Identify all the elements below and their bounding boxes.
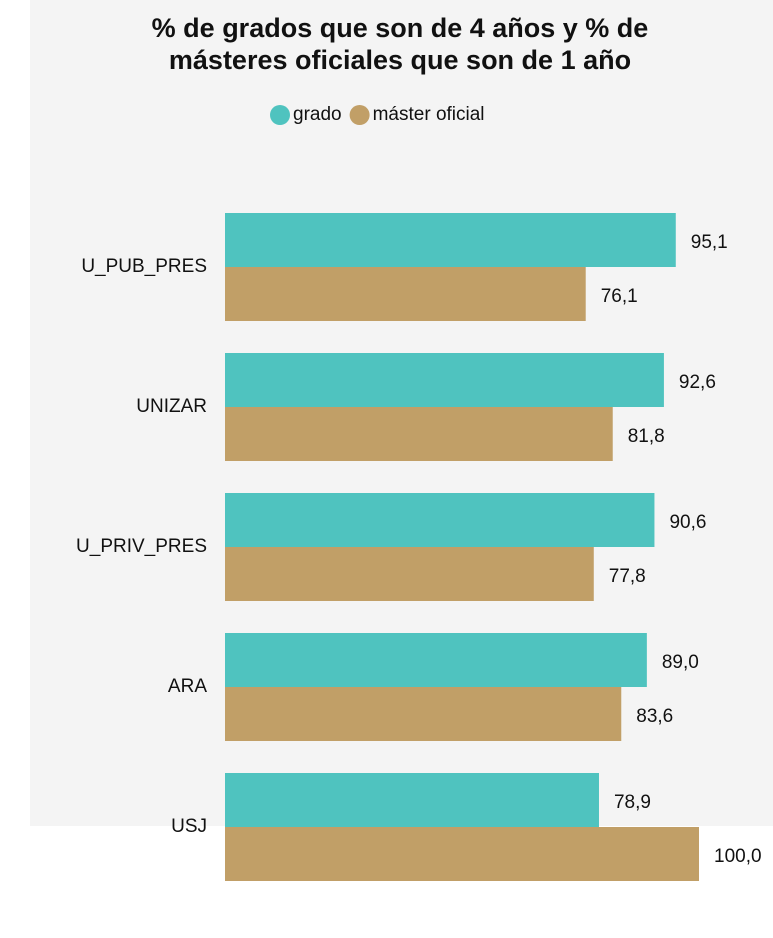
y-tick-label: UNIZAR [136,396,207,417]
data-label: 83,6 [636,706,673,727]
bar [225,493,655,547]
data-label: 81,8 [628,426,665,447]
bar [225,213,676,267]
data-label: 90,6 [669,512,706,533]
bar [225,267,586,321]
data-label: 92,6 [679,372,716,393]
data-label: 78,9 [614,792,651,813]
y-tick-label: U_PUB_PRES [81,256,207,277]
bar [225,353,664,407]
legend-label: máster oficial [373,104,485,125]
bar [225,827,699,881]
y-tick-label: USJ [171,816,207,837]
bar [225,687,622,741]
bar [225,633,647,687]
data-label: 89,0 [662,652,699,673]
bar [225,547,594,601]
legend-swatch [349,105,370,125]
chart-title: % de grados que son de 4 años y % de [152,13,649,43]
data-label: 77,8 [609,566,646,587]
bar [225,407,613,461]
chart-title: másteres oficiales que son de 1 año [169,45,631,75]
y-tick-label: U_PRIV_PRES [76,536,207,557]
y-tick-label: ARA [168,676,207,697]
legend-swatch [270,105,290,125]
legend-label: grado [293,104,342,125]
data-label: 95,1 [691,232,728,253]
data-label: 76,1 [601,286,638,307]
data-label: 100,0 [714,846,762,867]
bar [225,773,599,827]
